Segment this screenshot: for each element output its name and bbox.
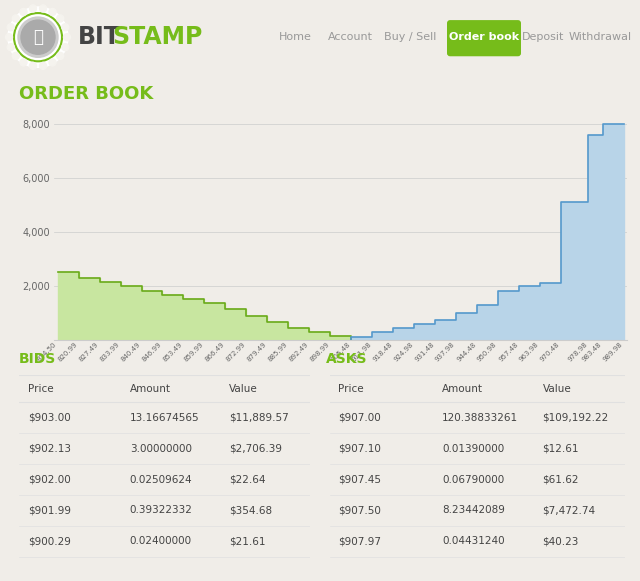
Text: $907.10: $907.10 bbox=[339, 444, 381, 454]
Text: 0.02509624: 0.02509624 bbox=[130, 475, 193, 485]
Circle shape bbox=[63, 34, 70, 41]
FancyBboxPatch shape bbox=[447, 20, 521, 56]
Text: Account: Account bbox=[328, 32, 372, 42]
Text: Withdrawal: Withdrawal bbox=[568, 32, 632, 42]
Circle shape bbox=[7, 24, 14, 31]
Circle shape bbox=[21, 20, 55, 54]
Text: $907.00: $907.00 bbox=[339, 413, 381, 423]
Text: $354.68: $354.68 bbox=[229, 505, 272, 515]
Circle shape bbox=[8, 7, 68, 67]
Circle shape bbox=[57, 52, 64, 59]
Circle shape bbox=[29, 62, 36, 69]
Circle shape bbox=[12, 52, 19, 59]
Text: 0.06790000: 0.06790000 bbox=[442, 475, 504, 485]
Text: 0.04431240: 0.04431240 bbox=[442, 536, 504, 546]
Text: Order book: Order book bbox=[449, 32, 519, 42]
Text: $907.50: $907.50 bbox=[339, 505, 381, 515]
Text: 0.01390000: 0.01390000 bbox=[442, 444, 504, 454]
Text: BIT: BIT bbox=[78, 25, 121, 49]
Circle shape bbox=[40, 5, 47, 12]
Circle shape bbox=[49, 9, 56, 16]
Text: $11,889.57: $11,889.57 bbox=[229, 413, 289, 423]
Text: $61.62: $61.62 bbox=[543, 475, 579, 485]
Text: $903.00: $903.00 bbox=[28, 413, 70, 423]
Text: $902.13: $902.13 bbox=[28, 444, 71, 454]
Text: Value: Value bbox=[229, 383, 258, 393]
Text: $22.64: $22.64 bbox=[229, 475, 266, 485]
Circle shape bbox=[12, 15, 19, 22]
Text: STAMP: STAMP bbox=[112, 25, 202, 49]
Circle shape bbox=[61, 44, 68, 51]
Text: 13.16674565: 13.16674565 bbox=[130, 413, 200, 423]
Circle shape bbox=[7, 44, 14, 51]
Text: $40.23: $40.23 bbox=[543, 536, 579, 546]
Text: $907.45: $907.45 bbox=[339, 475, 381, 485]
Circle shape bbox=[61, 24, 68, 31]
Text: Home: Home bbox=[278, 32, 312, 42]
Text: $109,192.22: $109,192.22 bbox=[543, 413, 609, 423]
Circle shape bbox=[57, 15, 64, 22]
Text: Amount: Amount bbox=[442, 383, 483, 393]
Text: 0.02400000: 0.02400000 bbox=[130, 536, 192, 546]
Text: $902.00: $902.00 bbox=[28, 475, 70, 485]
Text: $12.61: $12.61 bbox=[543, 444, 579, 454]
Text: 8.23442089: 8.23442089 bbox=[442, 505, 505, 515]
Text: ASKS: ASKS bbox=[326, 352, 368, 366]
Circle shape bbox=[40, 62, 47, 69]
Text: 120.38833261: 120.38833261 bbox=[442, 413, 518, 423]
Circle shape bbox=[49, 59, 56, 66]
Text: Buy / Sell: Buy / Sell bbox=[384, 32, 436, 42]
Text: Amount: Amount bbox=[130, 383, 171, 393]
Text: Price: Price bbox=[28, 383, 54, 393]
Circle shape bbox=[20, 59, 27, 66]
Text: $900.29: $900.29 bbox=[28, 536, 71, 546]
Circle shape bbox=[20, 9, 27, 16]
Circle shape bbox=[6, 34, 13, 41]
Text: ORDER BOOK: ORDER BOOK bbox=[19, 85, 154, 102]
Text: Deposit: Deposit bbox=[522, 32, 564, 42]
Text: BIDS: BIDS bbox=[19, 352, 56, 366]
Text: $901.99: $901.99 bbox=[28, 505, 71, 515]
Circle shape bbox=[18, 17, 58, 58]
Text: $21.61: $21.61 bbox=[229, 536, 266, 546]
Text: 3.00000000: 3.00000000 bbox=[130, 444, 192, 454]
Text: $907.97: $907.97 bbox=[339, 536, 381, 546]
Text: $7,472.74: $7,472.74 bbox=[543, 505, 596, 515]
Text: ₿: ₿ bbox=[33, 28, 43, 46]
Text: $2,706.39: $2,706.39 bbox=[229, 444, 282, 454]
Circle shape bbox=[29, 5, 36, 12]
Text: 0.39322332: 0.39322332 bbox=[130, 505, 193, 515]
Text: Price: Price bbox=[339, 383, 364, 393]
Text: Value: Value bbox=[543, 383, 572, 393]
